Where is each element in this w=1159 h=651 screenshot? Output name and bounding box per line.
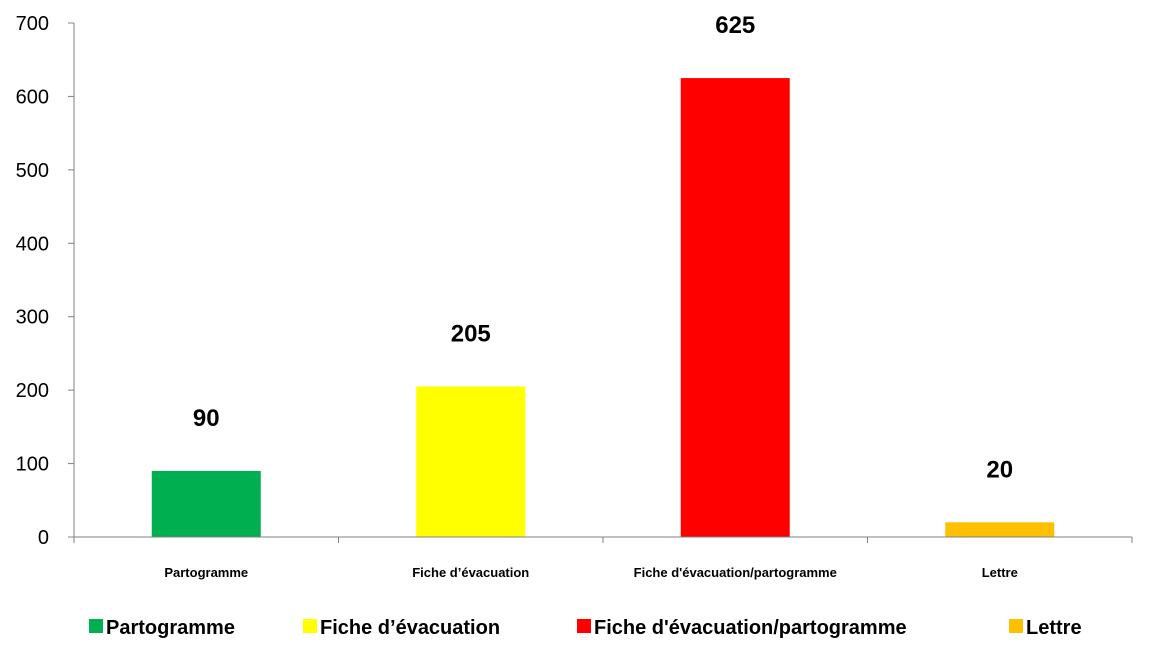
legend-label: Fiche d’évacuation xyxy=(320,617,500,639)
y-tick-label: 0 xyxy=(38,527,49,549)
bar xyxy=(416,386,526,537)
y-tick-label: 300 xyxy=(16,307,49,329)
legend: Partogramme Fiche d’évacuation Fiche d'éva… xyxy=(89,617,1082,639)
legend-swatch xyxy=(89,619,103,633)
data-label: 20 xyxy=(986,456,1013,483)
y-tick-label: 500 xyxy=(16,160,49,182)
data-label: 625 xyxy=(715,12,755,39)
x-category-label: Partogramme xyxy=(164,565,248,580)
y-tick-label: 200 xyxy=(16,380,49,402)
x-category-label: Fiche d’évacuation xyxy=(412,565,529,580)
x-category-label: Lettre xyxy=(982,565,1018,580)
legend-label: Lettre xyxy=(1026,617,1082,639)
axes-group xyxy=(73,23,1133,543)
x-category-label: Fiche d'évacuation/partogramme xyxy=(634,565,837,580)
bar xyxy=(151,470,261,537)
y-tick-label: 700 xyxy=(16,13,49,35)
legend-label: Fiche d'évacuation/partogramme xyxy=(594,617,907,639)
bars-group xyxy=(151,78,1055,538)
data-label: 205 xyxy=(451,320,491,347)
y-tick-label: 400 xyxy=(16,233,49,255)
y-axis-ticks: 0 100 200 300 400 500 600 700 xyxy=(16,13,74,549)
legend-swatch xyxy=(303,619,317,633)
legend-swatch xyxy=(577,619,591,633)
bar xyxy=(680,78,790,538)
legend-swatch xyxy=(1009,619,1023,633)
data-labels-group: 90 205 625 20 xyxy=(193,12,1013,483)
y-tick-label: 600 xyxy=(16,86,49,108)
bar xyxy=(945,522,1055,537)
y-tick-label: 100 xyxy=(16,454,49,476)
category-labels-group: Partogramme Fiche d’évacuation Fiche d'éva… xyxy=(164,565,1017,580)
legend-label: Partogramme xyxy=(106,617,235,639)
data-label: 90 xyxy=(193,405,220,432)
